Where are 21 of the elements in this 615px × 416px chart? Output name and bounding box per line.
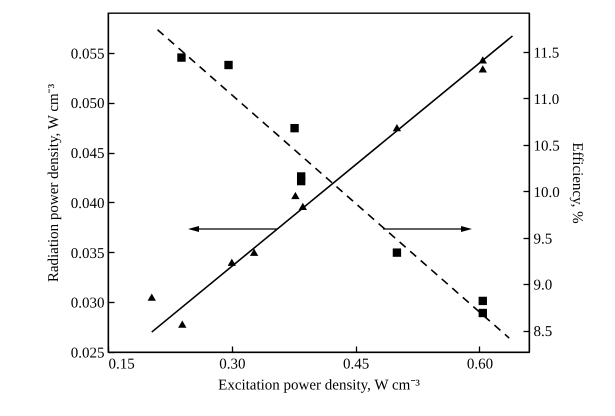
y2-tick-label: 10.5 <box>534 138 560 154</box>
x-tick-label: 0.45 <box>343 356 370 372</box>
x-tick-label: 0.30 <box>219 356 246 372</box>
y-tick-label: 0.040 <box>70 196 104 212</box>
y2-tick-label: 8.5 <box>534 324 552 340</box>
y-tick-label: 0.045 <box>70 146 104 162</box>
y-tick-label: 0.025 <box>70 346 104 362</box>
y2-tick-label: 10.0 <box>534 184 560 201</box>
y-axis-title: Radiation power density, W cm⁻³ <box>46 83 62 282</box>
y-tick-label: 0.030 <box>70 296 104 312</box>
x-tick-label: 0.60 <box>466 356 494 372</box>
y-tick-label: 0.055 <box>70 46 104 62</box>
x-tick-label: 0.15 <box>108 356 135 372</box>
y2-tick-label: 9.0 <box>534 278 552 294</box>
y2-axis-title: Efficiency, % <box>568 142 585 224</box>
y2-tick-label: 9.5 <box>534 231 552 248</box>
y-tick-label: 0.035 <box>70 246 104 262</box>
x-axis-title: Excitation power density, W cm⁻³ <box>218 378 420 394</box>
y2-tick-label: 11.0 <box>534 92 560 108</box>
y2-tick-label: 11.5 <box>534 46 560 62</box>
y-tick-label: 0.050 <box>70 96 104 112</box>
